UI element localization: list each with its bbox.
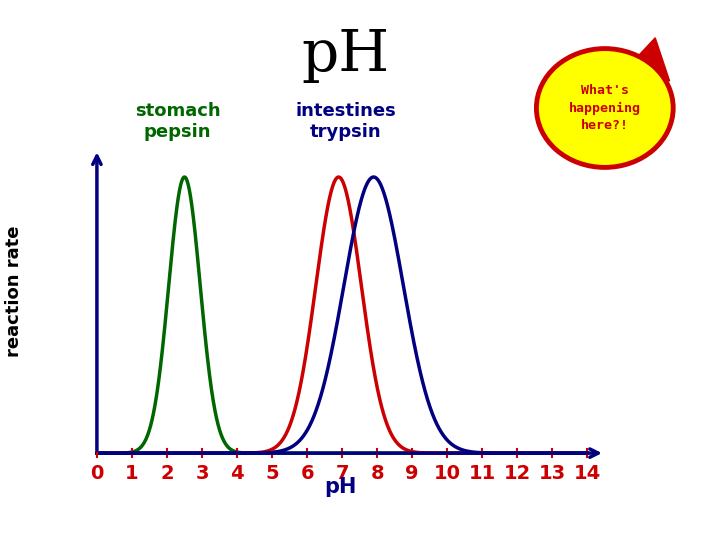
- Text: 7: 7: [336, 464, 349, 483]
- Text: 13: 13: [539, 464, 566, 483]
- Text: pH: pH: [302, 27, 390, 83]
- Text: reaction rate: reaction rate: [5, 226, 24, 357]
- Text: intestines
trypsin: intestines trypsin: [295, 103, 396, 141]
- Text: 3: 3: [195, 464, 209, 483]
- Text: 4: 4: [230, 464, 244, 483]
- Text: 10: 10: [433, 464, 461, 483]
- Text: 14: 14: [574, 464, 601, 483]
- Text: 11: 11: [469, 464, 496, 483]
- Text: 5: 5: [265, 464, 279, 483]
- Text: 0: 0: [90, 464, 104, 483]
- Text: 12: 12: [503, 464, 531, 483]
- Text: 8: 8: [370, 464, 384, 483]
- Text: pH: pH: [325, 477, 357, 497]
- Text: 9: 9: [405, 464, 419, 483]
- Text: 2: 2: [160, 464, 174, 483]
- Text: What's
happening
here?!: What's happening here?!: [569, 84, 641, 132]
- Text: 1: 1: [125, 464, 139, 483]
- Text: 6: 6: [300, 464, 314, 483]
- Text: stomach
pepsin: stomach pepsin: [135, 103, 220, 141]
